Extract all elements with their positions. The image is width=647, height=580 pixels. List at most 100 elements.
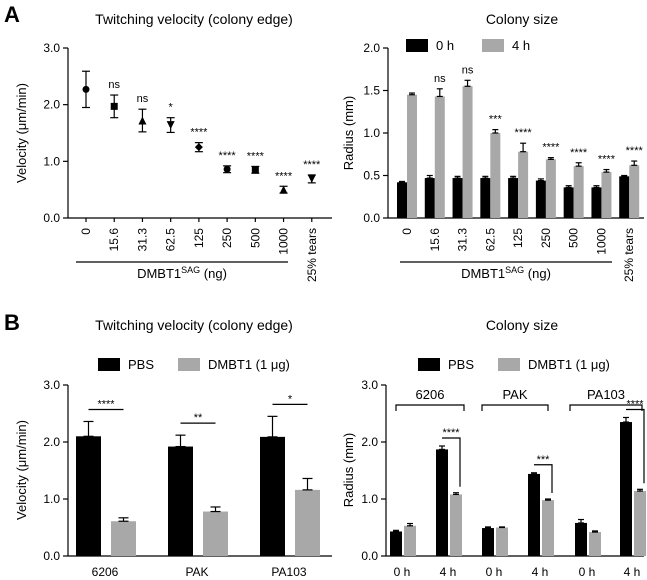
chart-a2-bar — [601, 172, 612, 218]
chart-b2-bar — [436, 449, 448, 556]
chart-a2-significance-label: **** — [515, 127, 533, 139]
chart-b2-x-tick-label: 4 h — [440, 565, 457, 579]
chart-a1-point — [138, 116, 147, 125]
chart-a1-point — [251, 166, 259, 174]
chart-a2-x-tick-label: 1000 — [594, 228, 608, 255]
chart-b2-x-tick-label: 0 h — [486, 565, 503, 579]
chart-a2-bar — [452, 178, 463, 218]
chart-a1-significance-label: ns — [137, 93, 149, 105]
chart-a2-y-tick-label: 1.5 — [363, 84, 380, 98]
chart-a2-bar — [518, 151, 529, 218]
chart-a1-x-tick-label: 15.6 — [107, 228, 121, 252]
chart-a2-bar — [563, 187, 574, 218]
chart-b2-x-tick-label: 4 h — [532, 565, 549, 579]
chart-a2-bar — [490, 133, 501, 218]
chart-a2-group-label-superscript: SAG — [505, 265, 524, 275]
chart-b2-bar — [404, 525, 416, 556]
chart-a1-x-tick-label: 31.3 — [135, 228, 149, 252]
chart-a1-title: Twitching velocity (colony edge) — [95, 11, 293, 27]
chart-a2-group-label-unit: (ng) — [524, 266, 551, 281]
chart-a2-significance-label: **** — [626, 145, 644, 157]
chart-b2-bar — [390, 531, 402, 556]
chart-a2-colony-size: Colony size 0.0 0.5 1.0 1.5 2.0 Radius (mm) 0 h… — [341, 11, 644, 282]
chart-b2-bar — [496, 527, 508, 556]
chart-a1-point — [307, 174, 316, 183]
chart-a1-x-tick-label: 62.5 — [164, 228, 178, 252]
chart-a1-point — [279, 185, 288, 194]
chart-a2-bar — [434, 96, 445, 218]
chart-a2-title: Colony size — [486, 11, 559, 27]
chart-b2-strain-label: 6206 — [416, 387, 445, 402]
chart-a2-x-tick-label: 500 — [567, 228, 581, 248]
chart-a1-x-tick-label: 125 — [192, 228, 206, 248]
chart-a2-legend-label: 4 h — [512, 38, 530, 53]
chart-a1-y-tick-label: 0.0 — [43, 211, 60, 225]
chart-a1-significance-label: **** — [275, 170, 293, 182]
chart-b2-y-tick-label: 2.0 — [361, 435, 378, 449]
chart-b1-x-tick-label: 6206 — [92, 565, 119, 579]
chart-a2-significance-label: **** — [542, 142, 560, 154]
chart-b1-y-tick-label: 0.0 — [43, 549, 60, 563]
chart-a1-x-tick-label: 250 — [220, 228, 234, 248]
chart-b2-legend-label: PBS — [448, 357, 474, 372]
chart-a2-x-tick-label: 15.6 — [428, 228, 442, 252]
chart-a2-x-tick-label: 250 — [539, 228, 553, 248]
chart-a2-significance-label: **** — [570, 147, 588, 159]
chart-a2-bar — [407, 94, 417, 218]
chart-b1-bar — [111, 521, 136, 556]
chart-b1-bar — [295, 489, 320, 556]
chart-b1-y-tick-label: 1.0 — [43, 492, 60, 506]
chart-b1-bar — [168, 446, 193, 556]
chart-b2-bar — [450, 494, 462, 556]
chart-b2-significance-label: *** — [537, 454, 551, 466]
chart-b2-strain-bracket — [395, 404, 465, 411]
chart-a1-y-axis-label: Velocity (μm/min) — [14, 83, 29, 183]
chart-a2-bar — [462, 86, 473, 218]
chart-b2-significance-label: **** — [442, 427, 460, 439]
chart-a2-bar — [619, 176, 630, 218]
chart-a2-legend-swatch — [482, 39, 504, 52]
chart-b2-strain-label: PAK — [502, 387, 527, 402]
chart-a2-y-tick-label: 0.0 — [363, 211, 380, 225]
chart-a2-bar — [397, 182, 407, 218]
chart-a1-group-label: DMBT1SAG (ng) — [137, 265, 227, 281]
chart-a2-bar — [508, 178, 519, 218]
chart-b2-colony-size: Colony size 0.0 1.0 2.0 3.0 Radius (mm) PBS DMB… — [341, 317, 646, 579]
panel-letter-a: A — [4, 2, 20, 27]
chart-a2-x-tick-label: 125 — [511, 228, 525, 248]
chart-a2-y-tick-label: 0.5 — [363, 169, 380, 183]
chart-b1-bar — [203, 511, 228, 556]
chart-b2-y-tick-label: 1.0 — [361, 492, 378, 506]
chart-b2-x-tick-label: 4 h — [624, 565, 641, 579]
chart-b2-strain-bracket — [569, 404, 643, 411]
chart-a1-group-label-unit: (ng) — [200, 266, 227, 281]
chart-b1-x-tick-label: PA103 — [271, 565, 306, 579]
chart-b2-y-tick-label: 3.0 — [361, 378, 378, 392]
chart-b2-strain-bracket — [481, 404, 549, 411]
chart-b2-bar — [634, 491, 646, 556]
chart-a2-y-tick-label: 2.0 — [363, 41, 380, 55]
chart-a1-significance-label: ns — [108, 79, 120, 91]
chart-b1-x-tick-label: PAK — [185, 565, 208, 579]
chart-b1-bar — [76, 436, 101, 556]
chart-b2-bar — [482, 528, 494, 556]
chart-a1-point — [110, 102, 118, 110]
chart-a1-point — [223, 165, 231, 173]
chart-a1-point — [166, 121, 175, 130]
chart-a1-y-tick-label: 3.0 — [43, 41, 60, 55]
chart-b1-bar — [260, 436, 285, 556]
chart-a1-y-tick-label: 2.0 — [43, 98, 60, 112]
chart-b2-significance-bracket — [534, 464, 553, 493]
chart-b2-y-tick-label: 0.0 — [361, 549, 378, 563]
chart-a2-y-tick-label: 1.0 — [363, 126, 380, 140]
chart-a1-twitching-velocity: Twitching velocity (colony edge) 0.0 1.0 2.… — [14, 11, 332, 282]
chart-b2-title: Colony size — [486, 317, 559, 333]
chart-a1-y-tick-label: 1.0 — [43, 154, 60, 168]
chart-b2-bar — [542, 500, 554, 556]
chart-b2-y-axis-label: Radius (mm) — [341, 433, 356, 507]
chart-b2-legend-label: DMBT1 (1 μg) — [528, 357, 610, 372]
panel-letter-b: B — [4, 310, 20, 335]
chart-b1-significance-label: * — [288, 393, 293, 405]
chart-a1-significance-label: **** — [190, 127, 208, 139]
chart-a1-significance-label: * — [169, 102, 174, 114]
